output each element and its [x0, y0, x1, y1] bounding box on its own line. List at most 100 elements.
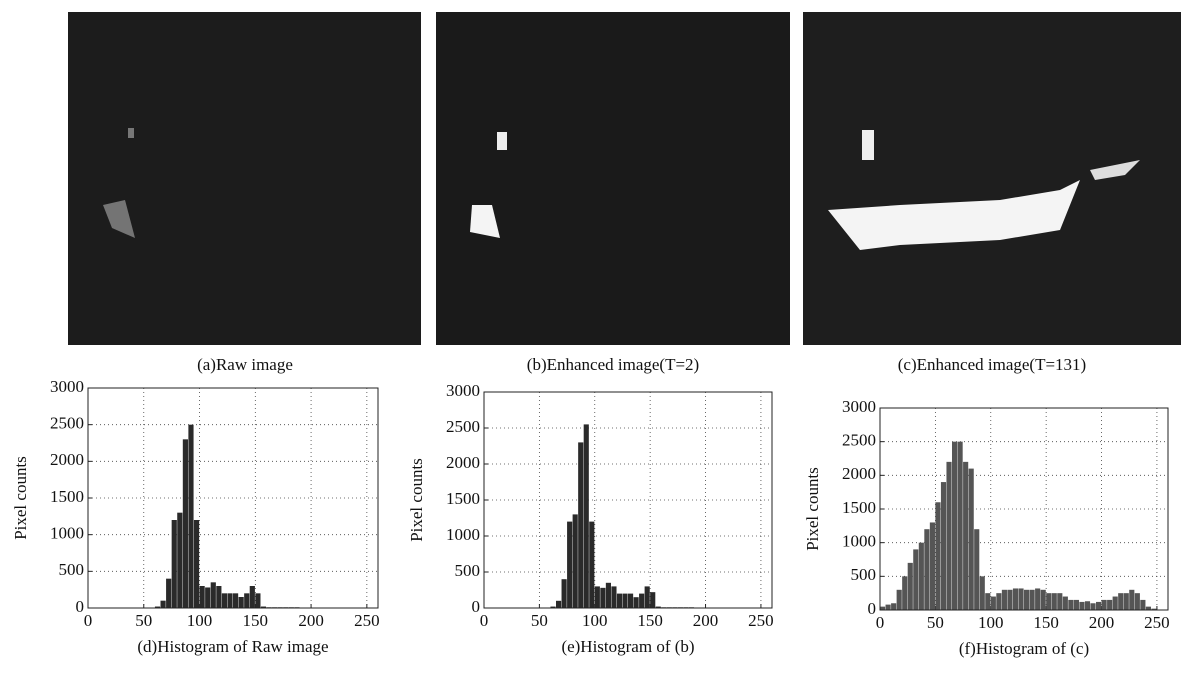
y-tick-label: 1500 — [50, 487, 84, 506]
bar — [1118, 593, 1124, 610]
x-tick-label: 100 — [978, 613, 1004, 632]
y-tick-label: 0 — [472, 597, 481, 616]
bar — [1040, 589, 1046, 610]
bar — [985, 593, 991, 610]
bar — [1029, 589, 1035, 610]
x-tick-label: 200 — [298, 611, 324, 630]
y-tick-label: 2500 — [842, 431, 876, 450]
bar — [622, 593, 628, 608]
bar — [1084, 601, 1091, 610]
bar — [1123, 593, 1129, 610]
bar — [974, 529, 980, 610]
bar — [572, 514, 578, 608]
y-tick-label: 2000 — [842, 464, 876, 483]
bar — [990, 596, 996, 610]
x-tick-label: 0 — [480, 611, 489, 630]
image-caption: (c)Enhanced image(T=131) — [898, 355, 1086, 374]
bar — [1079, 601, 1085, 610]
bar — [244, 593, 250, 608]
y-axis-label: Pixel counts — [803, 467, 822, 551]
bar — [550, 606, 556, 608]
x-tick-label: 250 — [354, 611, 380, 630]
x-tick-label: 250 — [748, 611, 774, 630]
bar — [644, 586, 650, 608]
y-tick-label: 500 — [851, 565, 877, 584]
chart-caption: (f)Histogram of (c) — [959, 639, 1089, 658]
bar — [902, 576, 908, 610]
bar — [205, 587, 211, 608]
bar — [940, 482, 947, 610]
bar — [1035, 588, 1041, 610]
bar — [171, 520, 177, 608]
y-axis-label: Pixel counts — [407, 458, 426, 542]
bar — [907, 562, 913, 610]
plot-frame — [87, 387, 379, 609]
chart-caption: (e)Histogram of (b) — [561, 637, 694, 656]
bar — [880, 606, 886, 610]
bar — [611, 586, 617, 608]
bar — [221, 593, 228, 608]
y-tick-label: 1000 — [446, 525, 480, 544]
bar — [561, 579, 567, 608]
x-tick-label: 150 — [1033, 613, 1059, 632]
y-tick-label: 1000 — [50, 524, 84, 543]
y-tick-label: 1500 — [446, 489, 480, 508]
x-tick-label: 200 — [1089, 613, 1115, 632]
bar — [227, 593, 233, 608]
bar — [1057, 593, 1063, 610]
bar — [556, 600, 562, 608]
y-tick-label: 2500 — [446, 417, 480, 436]
bar — [952, 441, 958, 610]
bar — [1107, 599, 1113, 610]
bar — [238, 597, 244, 608]
bar — [946, 461, 952, 610]
plot-frame — [879, 407, 1169, 611]
y-tick-label: 500 — [59, 560, 85, 579]
y-tick-label: 0 — [76, 597, 85, 616]
bar — [260, 606, 267, 608]
bar — [1018, 588, 1024, 610]
bar — [633, 597, 639, 608]
bar — [160, 600, 166, 608]
bar — [193, 520, 200, 608]
bar — [913, 549, 919, 610]
bar — [177, 512, 183, 608]
bar — [929, 522, 935, 610]
bar — [233, 593, 239, 608]
bar — [166, 578, 172, 608]
bar — [188, 424, 194, 608]
bar — [924, 529, 930, 610]
bar — [1090, 603, 1096, 610]
x-tick-label: 50 — [531, 611, 548, 630]
bar — [255, 593, 261, 608]
bar — [1001, 589, 1007, 610]
chart-caption: (d)Histogram of Raw image — [137, 637, 328, 656]
y-tick-label: 3000 — [50, 377, 84, 396]
bar — [1134, 593, 1140, 610]
plot-frame — [483, 391, 773, 609]
bar — [594, 586, 600, 608]
bar — [249, 586, 255, 608]
x-tick-label: 100 — [187, 611, 213, 630]
bar — [1073, 599, 1079, 610]
x-tick-label: 150 — [243, 611, 269, 630]
bar — [1051, 593, 1057, 610]
bar — [210, 582, 216, 608]
image-a — [68, 12, 421, 345]
y-tick-label: 1000 — [842, 532, 876, 551]
y-axis-label: Pixel counts — [11, 456, 30, 540]
bar — [1145, 606, 1151, 610]
y-tick-label: 2000 — [446, 453, 480, 472]
x-tick-label: 0 — [84, 611, 93, 630]
x-tick-label: 150 — [637, 611, 663, 630]
bar — [182, 439, 188, 608]
bar — [979, 576, 985, 610]
bar — [1068, 599, 1074, 610]
x-tick-label: 0 — [876, 613, 885, 632]
image-caption: (b)Enhanced image(T=2) — [527, 355, 699, 374]
bar — [1140, 599, 1146, 610]
x-tick-label: 250 — [1144, 613, 1170, 632]
bar — [935, 502, 941, 610]
bar — [891, 603, 897, 610]
